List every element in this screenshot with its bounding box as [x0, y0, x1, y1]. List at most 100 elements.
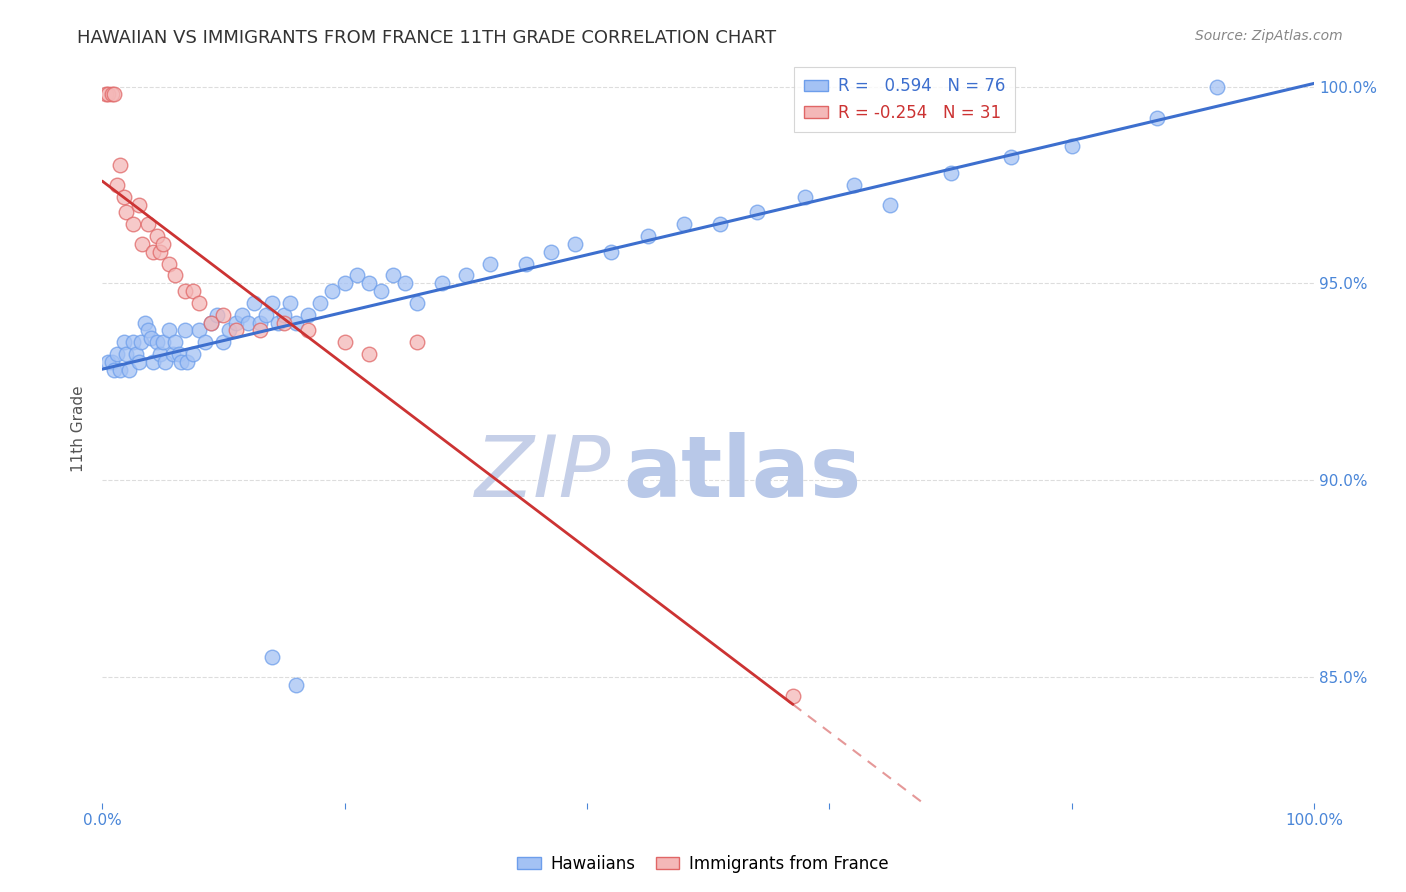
Point — [136, 324, 159, 338]
Point — [406, 296, 429, 310]
Point — [173, 284, 195, 298]
Point — [709, 217, 731, 231]
Text: atlas: atlas — [623, 433, 862, 516]
Point — [115, 347, 138, 361]
Point — [152, 335, 174, 350]
Point — [103, 363, 125, 377]
Point — [672, 217, 695, 231]
Point — [357, 347, 380, 361]
Point — [115, 205, 138, 219]
Point — [333, 277, 356, 291]
Point — [105, 347, 128, 361]
Point — [333, 335, 356, 350]
Point — [879, 197, 901, 211]
Point — [297, 308, 319, 322]
Point — [267, 316, 290, 330]
Point — [112, 190, 135, 204]
Point — [321, 284, 343, 298]
Point — [94, 87, 117, 102]
Point — [149, 347, 172, 361]
Point — [297, 324, 319, 338]
Point — [136, 217, 159, 231]
Point — [112, 335, 135, 350]
Point — [105, 178, 128, 192]
Point — [121, 217, 143, 231]
Point — [454, 268, 477, 283]
Point — [515, 257, 537, 271]
Legend: Hawaiians, Immigrants from France: Hawaiians, Immigrants from France — [510, 848, 896, 880]
Point — [225, 324, 247, 338]
Point — [637, 229, 659, 244]
Point — [285, 316, 308, 330]
Point — [101, 87, 124, 102]
Point — [200, 316, 222, 330]
Point — [479, 257, 502, 271]
Point — [97, 87, 120, 102]
Point — [1206, 79, 1229, 94]
Point — [273, 316, 295, 330]
Point — [134, 316, 156, 330]
Point — [118, 363, 141, 377]
Point — [157, 324, 180, 338]
Point — [939, 166, 962, 180]
Point — [564, 236, 586, 251]
Point — [173, 324, 195, 338]
Point — [218, 324, 240, 338]
Point — [212, 335, 235, 350]
Point — [139, 331, 162, 345]
Point — [200, 316, 222, 330]
Point — [131, 236, 153, 251]
Point — [170, 355, 193, 369]
Point — [249, 324, 271, 338]
Point — [285, 677, 308, 691]
Point — [406, 335, 429, 350]
Point — [1060, 138, 1083, 153]
Point — [260, 296, 283, 310]
Point — [600, 244, 623, 259]
Point — [149, 244, 172, 259]
Point — [145, 229, 167, 244]
Point — [188, 296, 211, 310]
Point — [540, 244, 562, 259]
Point — [152, 236, 174, 251]
Point — [157, 257, 180, 271]
Point — [110, 363, 132, 377]
Point — [430, 277, 453, 291]
Point — [382, 268, 405, 283]
Point — [346, 268, 368, 283]
Point — [249, 316, 271, 330]
Point — [1146, 111, 1168, 125]
Y-axis label: 11th Grade: 11th Grade — [72, 385, 86, 472]
Point — [181, 347, 204, 361]
Point — [782, 690, 804, 704]
Point — [254, 308, 277, 322]
Text: ZIP: ZIP — [475, 433, 612, 516]
Point — [110, 158, 132, 172]
Point — [207, 308, 229, 322]
Point — [309, 296, 332, 310]
Point — [357, 277, 380, 291]
Point — [167, 347, 190, 361]
Point — [260, 650, 283, 665]
Point — [794, 190, 817, 204]
Point — [128, 355, 150, 369]
Text: Source: ZipAtlas.com: Source: ZipAtlas.com — [1195, 29, 1343, 44]
Point — [142, 244, 165, 259]
Point — [242, 296, 264, 310]
Point — [162, 347, 184, 361]
Point — [97, 355, 120, 369]
Point — [176, 355, 198, 369]
Text: HAWAIIAN VS IMMIGRANTS FROM FRANCE 11TH GRADE CORRELATION CHART: HAWAIIAN VS IMMIGRANTS FROM FRANCE 11TH … — [77, 29, 776, 47]
Point — [142, 355, 165, 369]
Point — [273, 308, 295, 322]
Point — [145, 335, 167, 350]
Point — [188, 324, 211, 338]
Point — [128, 197, 150, 211]
Point — [181, 284, 204, 298]
Point — [101, 355, 124, 369]
Point — [103, 87, 125, 102]
Point — [231, 308, 253, 322]
Point — [125, 347, 148, 361]
Point — [370, 284, 392, 298]
Legend: R =   0.594   N = 76, R = -0.254   N = 31: R = 0.594 N = 76, R = -0.254 N = 31 — [794, 67, 1015, 131]
